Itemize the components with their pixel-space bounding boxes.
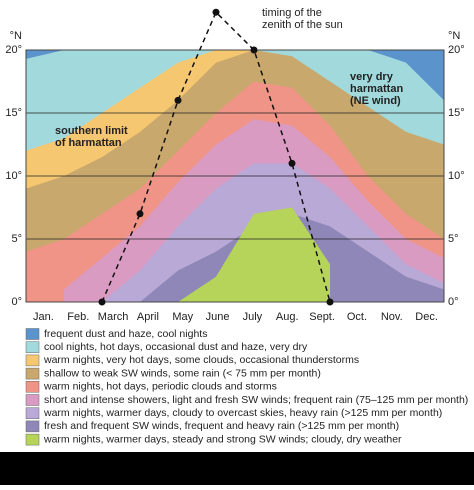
y-tick-label: 5°: [11, 233, 22, 245]
x-tick-label: Jan.: [33, 311, 54, 323]
y-tick-label: 20°: [5, 44, 22, 56]
legend-label: cool nights, hot days, occasional dust a…: [44, 341, 308, 353]
annotation: very dry: [350, 71, 394, 83]
y-axis-label: °N: [10, 30, 22, 42]
annotation: southern limit: [55, 125, 128, 137]
annotation: harmattan: [350, 83, 403, 95]
x-tick-label: July: [243, 311, 263, 323]
legend-swatch: [25, 420, 40, 433]
x-tick-label: Dec.: [415, 311, 438, 323]
x-tick-label: Oct.: [347, 311, 367, 323]
zenith-dot: [98, 298, 106, 306]
y-tick-label-right: 5°: [448, 233, 459, 245]
annotation: timing of the: [262, 7, 322, 19]
y-tick-label-right: 15°: [448, 107, 465, 119]
x-tick-label: May: [172, 311, 193, 323]
legend-swatch: [25, 341, 40, 353]
y-tick-label-right: 0°: [448, 296, 459, 308]
legend-label: shallow to weak SW winds, some rain (< 7…: [44, 367, 321, 379]
y-axis-label-right: °N: [448, 30, 460, 42]
annotation: zenith of the sun: [262, 19, 343, 31]
legend-swatch: [25, 433, 40, 446]
y-tick-label-right: 20°: [448, 44, 465, 56]
x-tick-label: March: [98, 311, 129, 323]
x-tick-label: Feb.: [67, 311, 89, 323]
zenith-dot: [212, 8, 220, 16]
legend-label: warm nights, warmer days, cloudy to over…: [43, 407, 442, 419]
legend-label: warm nights, very hot days, some clouds,…: [43, 354, 359, 366]
y-tick-label: 0°: [11, 296, 22, 308]
zenith-dot: [288, 159, 296, 167]
zenith-dot: [174, 96, 182, 104]
x-tick-label: Aug.: [276, 311, 299, 323]
zone-area: [178, 207, 330, 302]
legend-label: fresh and frequent SW winds, frequent an…: [44, 420, 399, 432]
legend-label: warm nights, hot days, periodic clouds a…: [43, 381, 277, 393]
legend-swatch: [25, 328, 40, 340]
legend-label: frequent dust and haze, cool nights: [44, 328, 207, 340]
legend-label: warm nights, warmer days, steady and str…: [43, 433, 402, 445]
legend-label: short and intense showers, light and fre…: [44, 394, 468, 406]
legend-swatch: [25, 394, 40, 406]
footer-band: [0, 452, 474, 485]
annotation: (NE wind): [350, 95, 401, 107]
legend-swatch: [25, 381, 40, 393]
x-tick-label: April: [137, 311, 159, 323]
x-tick-label: June: [206, 311, 230, 323]
zenith-dot: [136, 210, 144, 218]
annotation: of harmattan: [55, 137, 122, 149]
legend-swatch: [25, 407, 40, 419]
y-tick-label-right: 10°: [448, 170, 465, 182]
plot-border: [25, 49, 445, 303]
legend-swatch: [25, 354, 40, 367]
zenith-dot: [250, 46, 258, 54]
y-tick-label: 15°: [5, 107, 22, 119]
zenith-dot: [326, 298, 334, 306]
x-tick-label: Nov.: [381, 311, 403, 323]
x-tick-label: Sept.: [309, 311, 335, 323]
legend-swatch: [25, 367, 40, 380]
y-tick-label: 10°: [5, 170, 22, 182]
